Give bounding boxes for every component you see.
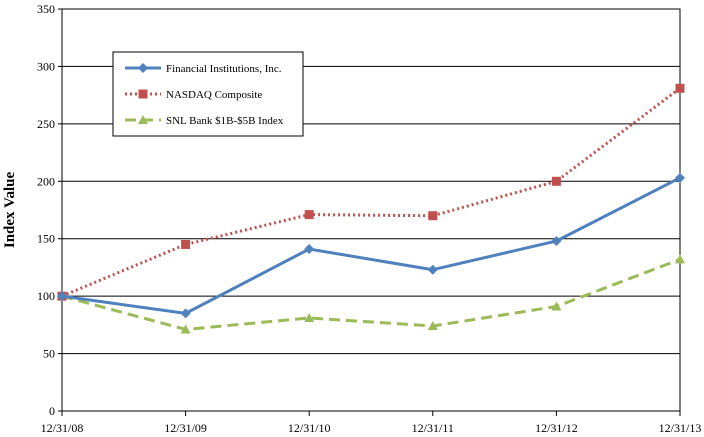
legend-swatch-marker bbox=[138, 63, 148, 73]
series-2-point bbox=[181, 239, 191, 249]
y-axis-title: Index Value bbox=[2, 172, 18, 249]
series-1-line bbox=[61, 176, 681, 315]
legend-swatch-marker bbox=[138, 115, 148, 124]
series-3 bbox=[57, 254, 685, 334]
legend-entry: NASDAQ Composite bbox=[125, 89, 262, 101]
y-tick-label: 100 bbox=[37, 289, 55, 303]
plot-area bbox=[61, 8, 681, 412]
x-tick-label: 12/31/11 bbox=[412, 421, 454, 435]
y-tick-label: 0 bbox=[49, 404, 55, 418]
series-2-line bbox=[61, 87, 681, 298]
series-3-point bbox=[180, 324, 191, 334]
y-tick-label: 350 bbox=[37, 2, 55, 16]
series-3-point bbox=[675, 254, 685, 264]
series-layer bbox=[57, 83, 685, 334]
x-tick-label: 12/31/12 bbox=[535, 421, 578, 435]
y-tick-label: 50 bbox=[43, 347, 55, 361]
series-1-point bbox=[551, 236, 562, 247]
y-axis-ticks: 0 50 100 150 200 250 300 350 bbox=[37, 2, 62, 418]
legend-swatch-marker bbox=[138, 89, 148, 99]
series-2-point bbox=[551, 176, 561, 186]
series-2-point bbox=[428, 211, 438, 221]
series-2-point bbox=[675, 83, 685, 93]
series-1-point bbox=[180, 308, 191, 319]
series-1 bbox=[57, 172, 685, 319]
series-3-line bbox=[61, 257, 681, 331]
legend-label: SNL Bank $1B-$5B Index bbox=[166, 115, 284, 127]
x-tick-label: 12/31/08 bbox=[41, 421, 84, 435]
x-axis-ticks: 12/31/08 12/31/09 12/31/10 12/31/11 12/31/12… bbox=[41, 411, 702, 435]
series-1-point bbox=[675, 172, 685, 183]
series-3-point bbox=[551, 301, 562, 311]
series-1-point bbox=[427, 264, 438, 275]
series-3-point bbox=[427, 321, 438, 331]
x-tick-label: 12/31/13 bbox=[659, 421, 702, 435]
series-2-point bbox=[304, 210, 314, 220]
series-1-point bbox=[304, 244, 315, 255]
y-tick-label: 200 bbox=[37, 174, 55, 188]
y-tick-label: 300 bbox=[37, 59, 55, 73]
legend-label: NASDAQ Composite bbox=[166, 89, 262, 101]
legend-entry: SNL Bank $1B-$5B Index bbox=[125, 115, 284, 127]
x-tick-label: 12/31/10 bbox=[288, 421, 331, 435]
series-3-point bbox=[304, 312, 315, 322]
y-tick-label: 250 bbox=[37, 117, 55, 131]
series-1-point bbox=[57, 291, 67, 302]
x-tick-label: 12/31/09 bbox=[164, 421, 207, 435]
legend-entry: Financial Institutions, Inc. bbox=[125, 63, 282, 75]
legend-label: Financial Institutions, Inc. bbox=[166, 63, 282, 75]
legend: Financial Institutions, Inc. NASDAQ Compo… bbox=[112, 51, 304, 137]
y-tick-label: 150 bbox=[37, 232, 55, 246]
